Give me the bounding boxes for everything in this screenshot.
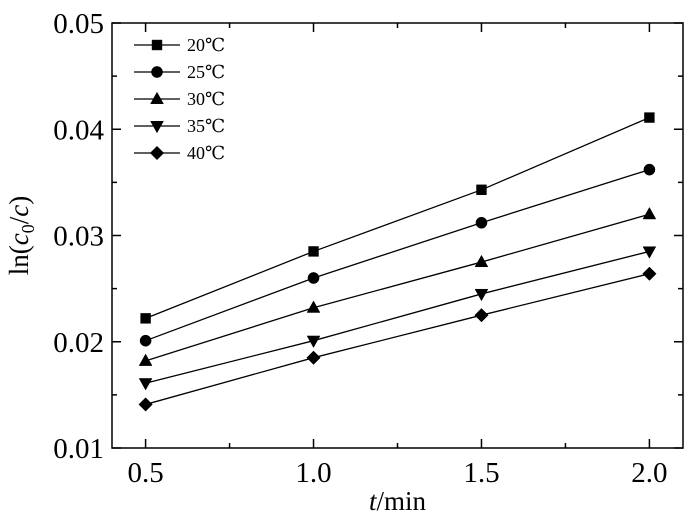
series-layer [138,112,657,412]
data-point [474,254,489,268]
y-axis-title-suffix: ) [4,196,34,205]
data-point [643,163,656,176]
series-2 [139,163,656,347]
legend-label: 40℃ [187,143,225,163]
y-axis-title-subscript: 0 [18,224,38,233]
y-tick-label: 0.04 [53,114,104,146]
data-point [476,184,487,196]
x-axis-title-unit: /min [377,486,427,516]
legend-marker [150,121,164,134]
plot-frame [111,22,684,449]
data-point [306,300,321,313]
series-line [145,116,650,319]
data-point [138,353,153,366]
legend-item: 35℃ [134,116,225,136]
legend: 20℃ 25℃ 30℃ 35℃ 40℃ [134,35,225,163]
x-tick-label: 0.5 [127,457,163,489]
x-axis: 0.5 1.0 1.5 2.0 [127,23,668,489]
series-4 [138,246,657,391]
y-axis: 0.01 0.02 0.03 0.04 0.05 [53,8,683,465]
x-tick-label: 1.0 [295,457,331,489]
y-tick-label: 0.05 [53,8,104,40]
legend-marker [149,145,165,161]
x-tick-label: 1.5 [463,457,499,489]
series-3 [138,206,657,366]
x-tick-label: 2.0 [631,457,667,489]
data-point [138,397,153,412]
legend-marker [151,39,163,51]
data-point [306,335,321,348]
series-line [145,250,650,384]
data-point [308,246,319,257]
y-tick-label: 0.02 [53,327,104,359]
series-line [145,169,650,342]
legend-label: 20℃ [187,35,225,55]
y-axis-title-c: c [4,205,34,217]
y-axis-title-c0: c [4,233,34,245]
legend-item: 40℃ [134,143,225,163]
legend-marker [151,66,163,78]
data-point [139,334,152,347]
legend-item: 20℃ [134,35,225,55]
legend-label: 30℃ [187,89,225,109]
y-axis-title-prefix: ln( [4,245,34,275]
data-point [642,206,657,220]
y-tick-label: 0.01 [53,433,104,465]
data-point [474,308,489,323]
legend-marker [150,91,164,104]
y-tick-label: 0.03 [53,221,104,253]
series-line [145,273,650,406]
data-point [642,246,657,259]
series-1 [140,112,655,324]
x-axis-title: t/min [369,486,427,516]
legend-label: 35℃ [187,116,225,136]
legend-item: 30℃ [134,89,225,109]
y-axis-title: ln(c0/c) [4,196,38,275]
legend-label: 25℃ [187,62,225,82]
plot-border [111,22,684,449]
data-point [644,112,655,123]
series-line [145,213,650,362]
legend-item: 25℃ [134,62,225,82]
data-point [140,313,151,324]
data-point [474,288,489,302]
data-point [306,350,321,365]
data-point [475,216,488,229]
data-point [138,378,153,391]
x-axis-title-variable: t [369,486,378,516]
data-point [642,266,657,281]
y-axis-title-slash: / [4,216,34,224]
data-point [307,272,320,284]
series-5 [138,266,657,412]
